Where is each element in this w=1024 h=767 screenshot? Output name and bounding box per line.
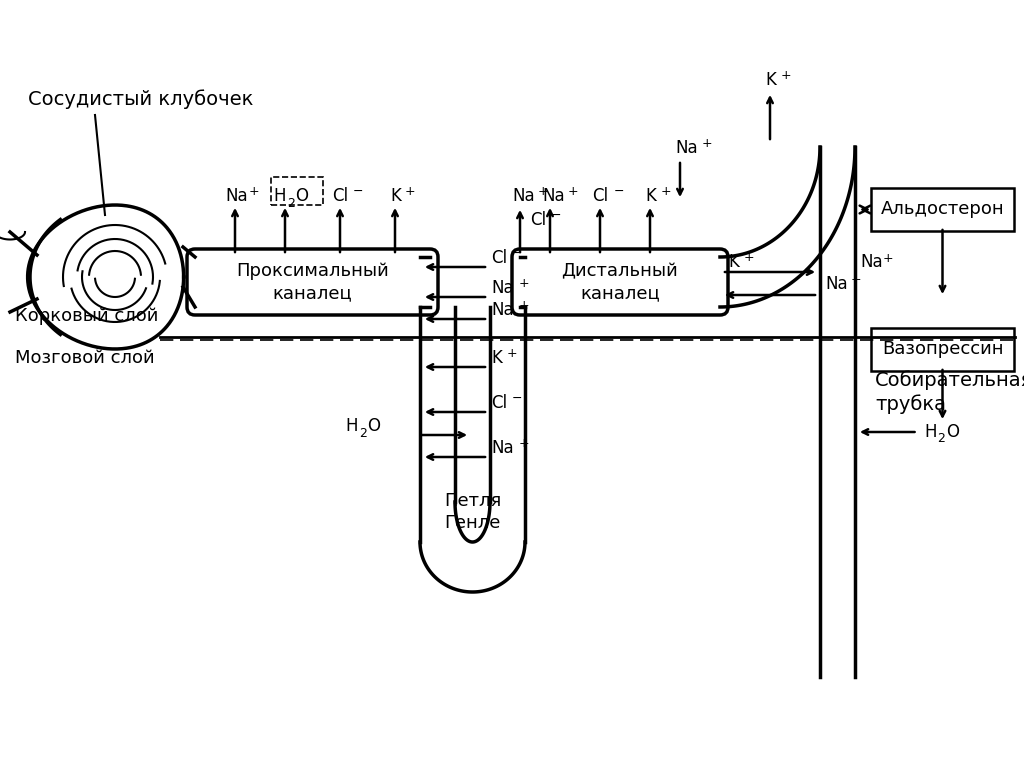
Bar xyxy=(271,177,323,205)
Text: Cl: Cl xyxy=(332,187,348,205)
Text: −: − xyxy=(614,185,625,198)
Text: Na: Na xyxy=(675,139,697,157)
Text: Сосудистый клубочек: Сосудистый клубочек xyxy=(28,89,253,109)
Text: Проксимальный
каналец: Проксимальный каналец xyxy=(237,262,389,302)
Text: 2: 2 xyxy=(359,427,367,440)
Text: H: H xyxy=(345,417,357,435)
Text: 2: 2 xyxy=(938,432,945,445)
Text: O: O xyxy=(946,423,959,441)
Text: +: + xyxy=(406,185,416,198)
Text: +: + xyxy=(519,437,529,450)
Text: +: + xyxy=(702,137,713,150)
Text: −: − xyxy=(512,247,522,260)
Text: Na: Na xyxy=(825,275,848,293)
Text: K: K xyxy=(645,187,656,205)
Text: +: + xyxy=(744,251,755,264)
Text: +: + xyxy=(519,299,529,312)
Text: Na: Na xyxy=(860,253,883,271)
Text: −: − xyxy=(353,185,364,198)
Text: +: + xyxy=(507,347,517,360)
Text: +: + xyxy=(538,185,549,198)
Text: Мозговой слой: Мозговой слой xyxy=(15,349,155,367)
Text: Na: Na xyxy=(490,439,514,457)
Text: Na: Na xyxy=(542,187,564,205)
Text: K: K xyxy=(728,253,739,271)
Text: O: O xyxy=(295,187,308,205)
Text: Дистальный
каналец: Дистальный каналец xyxy=(561,262,678,302)
Text: Петля
Генле: Петля Генле xyxy=(443,492,501,532)
Text: +: + xyxy=(662,185,672,198)
Text: Вазопрессин: Вазопрессин xyxy=(882,341,1004,358)
Text: −: − xyxy=(551,209,561,222)
Text: Корковый слой: Корковый слой xyxy=(15,307,159,325)
Text: +: + xyxy=(851,273,861,286)
Text: +: + xyxy=(883,252,894,265)
Text: Cl: Cl xyxy=(530,211,546,229)
Text: −: − xyxy=(512,392,522,405)
Text: +: + xyxy=(519,277,529,290)
Text: Na: Na xyxy=(490,279,514,297)
Text: Na: Na xyxy=(490,301,514,319)
Text: H: H xyxy=(273,187,286,205)
Text: +: + xyxy=(568,185,579,198)
Text: H: H xyxy=(925,423,937,441)
Text: Na: Na xyxy=(512,187,535,205)
Text: Cl: Cl xyxy=(592,187,608,205)
Text: Альдостерон: Альдостерон xyxy=(881,200,1005,219)
Text: +: + xyxy=(781,69,792,82)
Text: O: O xyxy=(367,417,380,435)
Text: K: K xyxy=(490,349,502,367)
Text: Cl: Cl xyxy=(490,394,507,412)
Text: K: K xyxy=(765,71,776,89)
Text: 2: 2 xyxy=(287,197,295,210)
Text: +: + xyxy=(249,185,260,198)
Text: Cl: Cl xyxy=(490,249,507,267)
Text: K: K xyxy=(390,187,400,205)
Text: Собирательная
трубка: Собирательная трубка xyxy=(874,370,1024,414)
Text: Na: Na xyxy=(225,187,248,205)
